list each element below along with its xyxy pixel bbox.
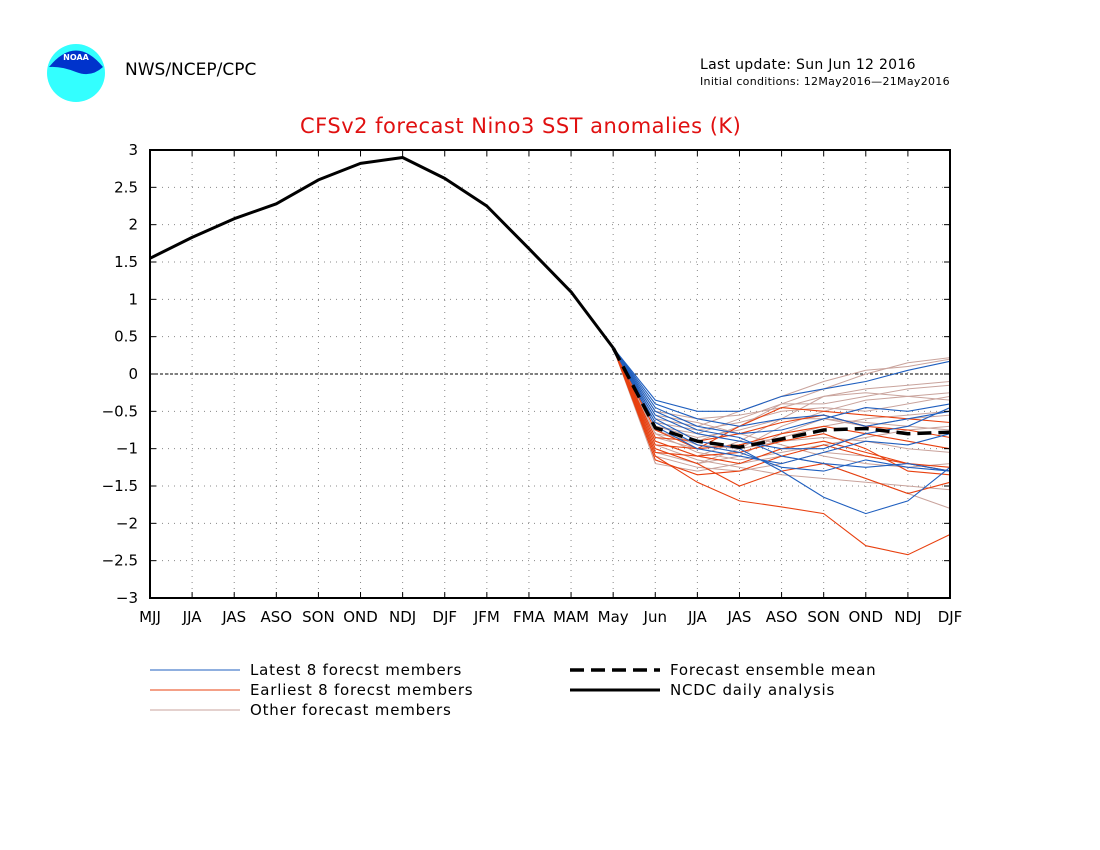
- x-tick-label: JAS: [221, 608, 246, 626]
- y-tick-label: 0: [128, 365, 138, 383]
- y-tick-labels: 3 2.5 2 1.5 1 0.5 0 −0.5 −1 −1.5 −2 −2.5 −3: [102, 141, 138, 607]
- y-tick-label: −1.5: [102, 477, 138, 495]
- chart-title: CFSv2 forecast Nino3 SST anomalies (K): [300, 114, 742, 138]
- other-member-line: [612, 347, 951, 491]
- ticks-layer: [149, 149, 951, 599]
- latest-member-line: [612, 347, 951, 515]
- x-tick-label: OND: [849, 608, 884, 626]
- x-tick-label: MAM: [553, 608, 589, 626]
- x-tick-label: Jun: [643, 608, 667, 626]
- x-tick-label: DJF: [938, 608, 963, 626]
- x-tick-label: MJJ: [139, 608, 161, 626]
- x-tick-label: ASO: [766, 608, 798, 626]
- initial-conditions-label: Initial conditions: 12May2016—21May2016: [700, 75, 950, 88]
- y-tick-label: −1: [116, 440, 138, 458]
- legend: Latest 8 forecst members Earliest 8 forec…: [150, 661, 876, 719]
- y-tick-label: −2: [116, 514, 138, 532]
- x-tick-label: JAS: [726, 608, 751, 626]
- y-tick-label: 3: [128, 141, 138, 159]
- x-tick-labels: MJJ JJA JAS ASO SON OND NDJ DJF JFM FMA MAM May Jun J…: [139, 608, 962, 626]
- x-tick-label: JFM: [473, 608, 500, 626]
- other-member-line: [612, 347, 951, 461]
- legend-label-other: Other forecast members: [250, 701, 452, 719]
- legend-label-latest: Latest 8 forecst members: [250, 661, 462, 679]
- x-tick-label: NDJ: [389, 608, 416, 626]
- ensemble-mean-line: [611, 347, 951, 449]
- latest-member-line: [612, 347, 951, 472]
- latest-member-line: [612, 347, 951, 450]
- y-tick-label: 1.5: [114, 253, 138, 271]
- y-tick-label: 2.5: [114, 178, 138, 196]
- earliest-member-line: [612, 347, 951, 450]
- y-tick-label: −0.5: [102, 402, 138, 420]
- y-tick-label: −2.5: [102, 552, 138, 570]
- noaa-logo: NOAA: [47, 44, 105, 102]
- earliest-member-line: [612, 347, 951, 450]
- other-member-line: [612, 347, 951, 435]
- legend-label-mean: Forecast ensemble mean: [670, 661, 876, 679]
- y-tick-label: 0.5: [114, 328, 138, 346]
- x-tick-label: OND: [343, 608, 378, 626]
- legend-label-earliest: Earliest 8 forecst members: [250, 681, 473, 699]
- x-tick-label: JJA: [182, 608, 203, 626]
- x-tick-label: FMA: [513, 608, 546, 626]
- earliest-member-line: [612, 347, 951, 476]
- x-tick-label: May: [598, 608, 629, 626]
- y-tick-label: −3: [116, 589, 138, 607]
- latest-member-line: [612, 347, 951, 412]
- x-tick-label: ASO: [261, 608, 293, 626]
- x-tick-label: DJF: [432, 608, 457, 626]
- latest-member-line: [612, 347, 951, 427]
- y-tick-label: 2: [128, 216, 138, 234]
- other-member-line: [612, 347, 951, 431]
- x-tick-label: JJA: [687, 608, 708, 626]
- other-member-line: [612, 347, 951, 453]
- last-update-label: Last update: Sun Jun 12 2016: [700, 57, 916, 73]
- organization-label: NWS/NCEP/CPC: [125, 60, 257, 80]
- legend-label-observed: NCDC daily analysis: [670, 681, 835, 699]
- noaa-logo-text: NOAA: [63, 53, 89, 62]
- x-tick-label: SON: [807, 608, 840, 626]
- latest-member-line: [612, 347, 951, 435]
- x-tick-label: SON: [302, 608, 335, 626]
- other-member-line: [612, 347, 951, 465]
- observed-line: [149, 156, 615, 349]
- x-tick-label: NDJ: [894, 608, 921, 626]
- y-tick-label: 1: [128, 290, 138, 308]
